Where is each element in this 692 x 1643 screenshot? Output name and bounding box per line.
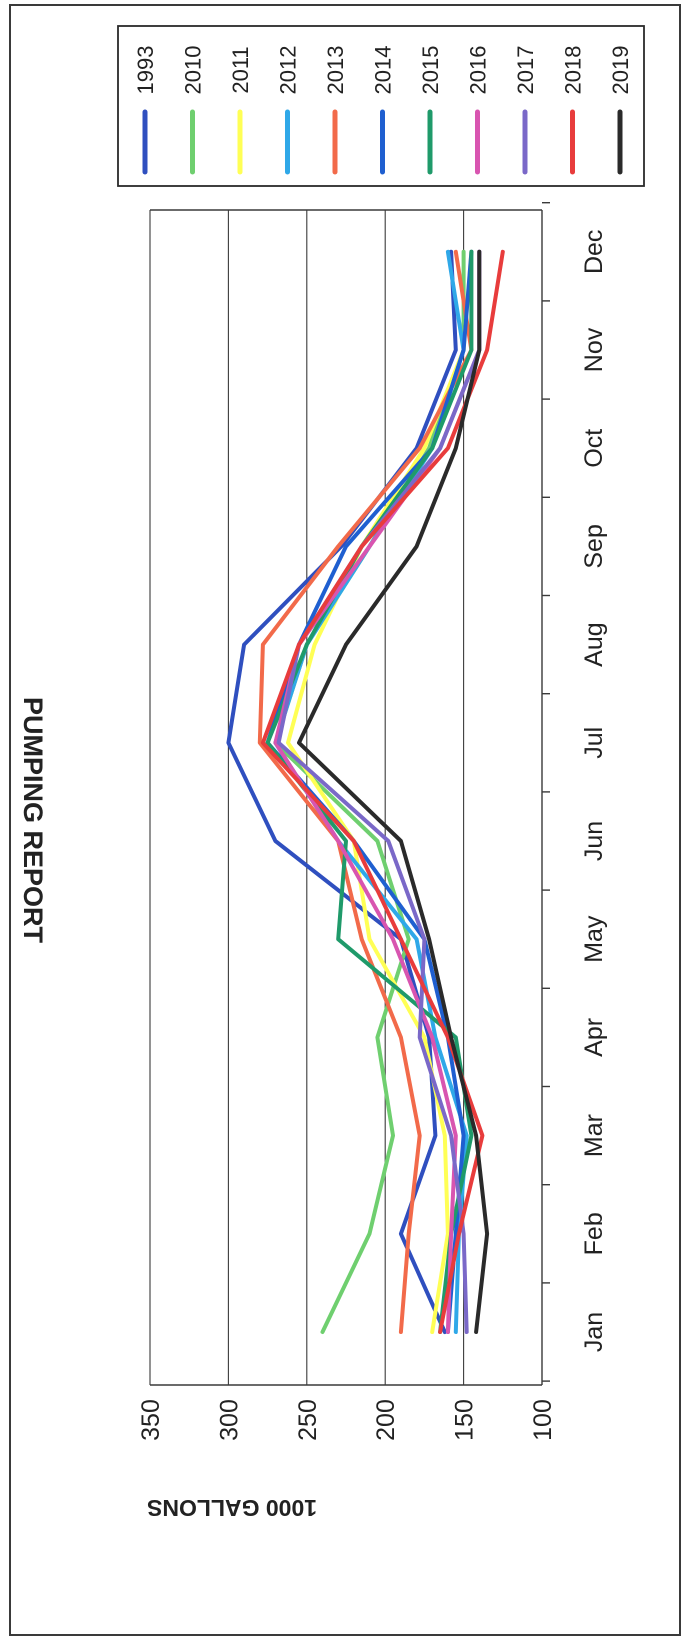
series-line-1993 xyxy=(226,249,458,1334)
series-line-2017 xyxy=(276,249,482,1334)
legend-label-2017: 2017 xyxy=(513,46,538,95)
legend-label-2013: 2013 xyxy=(323,46,348,95)
series-line-2013 xyxy=(257,249,474,1334)
chart-border xyxy=(9,4,681,1636)
x-tick-label-dec: Dec xyxy=(580,230,608,274)
legend: 1993 2010 2011 2012 2013 2014 2015 2016 2017 2018… xyxy=(117,25,645,187)
x-tick-label-nov: Nov xyxy=(580,327,608,372)
legend-label-2018: 2018 xyxy=(561,46,586,95)
y-tick-label-100: 100 xyxy=(529,1399,557,1441)
x-tick-label-jun: Jun xyxy=(580,821,608,861)
y-tick-label-300: 300 xyxy=(215,1399,243,1441)
y-tick-label-150: 150 xyxy=(451,1399,479,1441)
series-line-2011 xyxy=(286,249,474,1334)
legend-label-1993: 1993 xyxy=(133,46,158,95)
series-lines xyxy=(226,249,505,1334)
series-line-2010 xyxy=(273,249,466,1334)
x-tick-label-oct: Oct xyxy=(580,429,608,468)
y-axis-title: 1000 GALLONS xyxy=(147,1495,317,1521)
x-tick-label-sep: Sep xyxy=(580,524,608,568)
x-tick-label-feb: Feb xyxy=(580,1212,608,1255)
x-tick-label-jul: Jul xyxy=(580,727,608,759)
series-line-2019 xyxy=(297,249,490,1334)
y-tick-labels: 100 150 200 250 300 350 xyxy=(137,1399,557,1441)
y-tick-label-250: 250 xyxy=(294,1399,322,1441)
legend-label-2011: 2011 xyxy=(228,46,253,93)
legend-label-2016: 2016 xyxy=(466,46,491,95)
x-tick-label-mar: Mar xyxy=(580,1114,608,1157)
x-tick-label-apr: Apr xyxy=(580,1018,608,1057)
legend-label-2010: 2010 xyxy=(181,46,206,95)
x-tick-label-aug: Aug xyxy=(580,622,608,666)
legend-label-2019: 2019 xyxy=(608,46,633,95)
legend-label-2014: 2014 xyxy=(371,46,396,95)
x-tick-label-may: May xyxy=(580,915,608,963)
chart-title: PUMPING REPORT xyxy=(18,697,48,944)
x-tick-label-jan: Jan xyxy=(580,1312,608,1352)
y-tick-label-200: 200 xyxy=(372,1399,400,1441)
y-tick-label-350: 350 xyxy=(137,1399,165,1441)
legend-label-2015: 2015 xyxy=(418,46,443,95)
x-tick-labels: Jan Feb Mar Apr May Jun Jul Aug Sep Oct Nov Dec xyxy=(580,230,608,1353)
legend-label-2012: 2012 xyxy=(276,46,301,95)
